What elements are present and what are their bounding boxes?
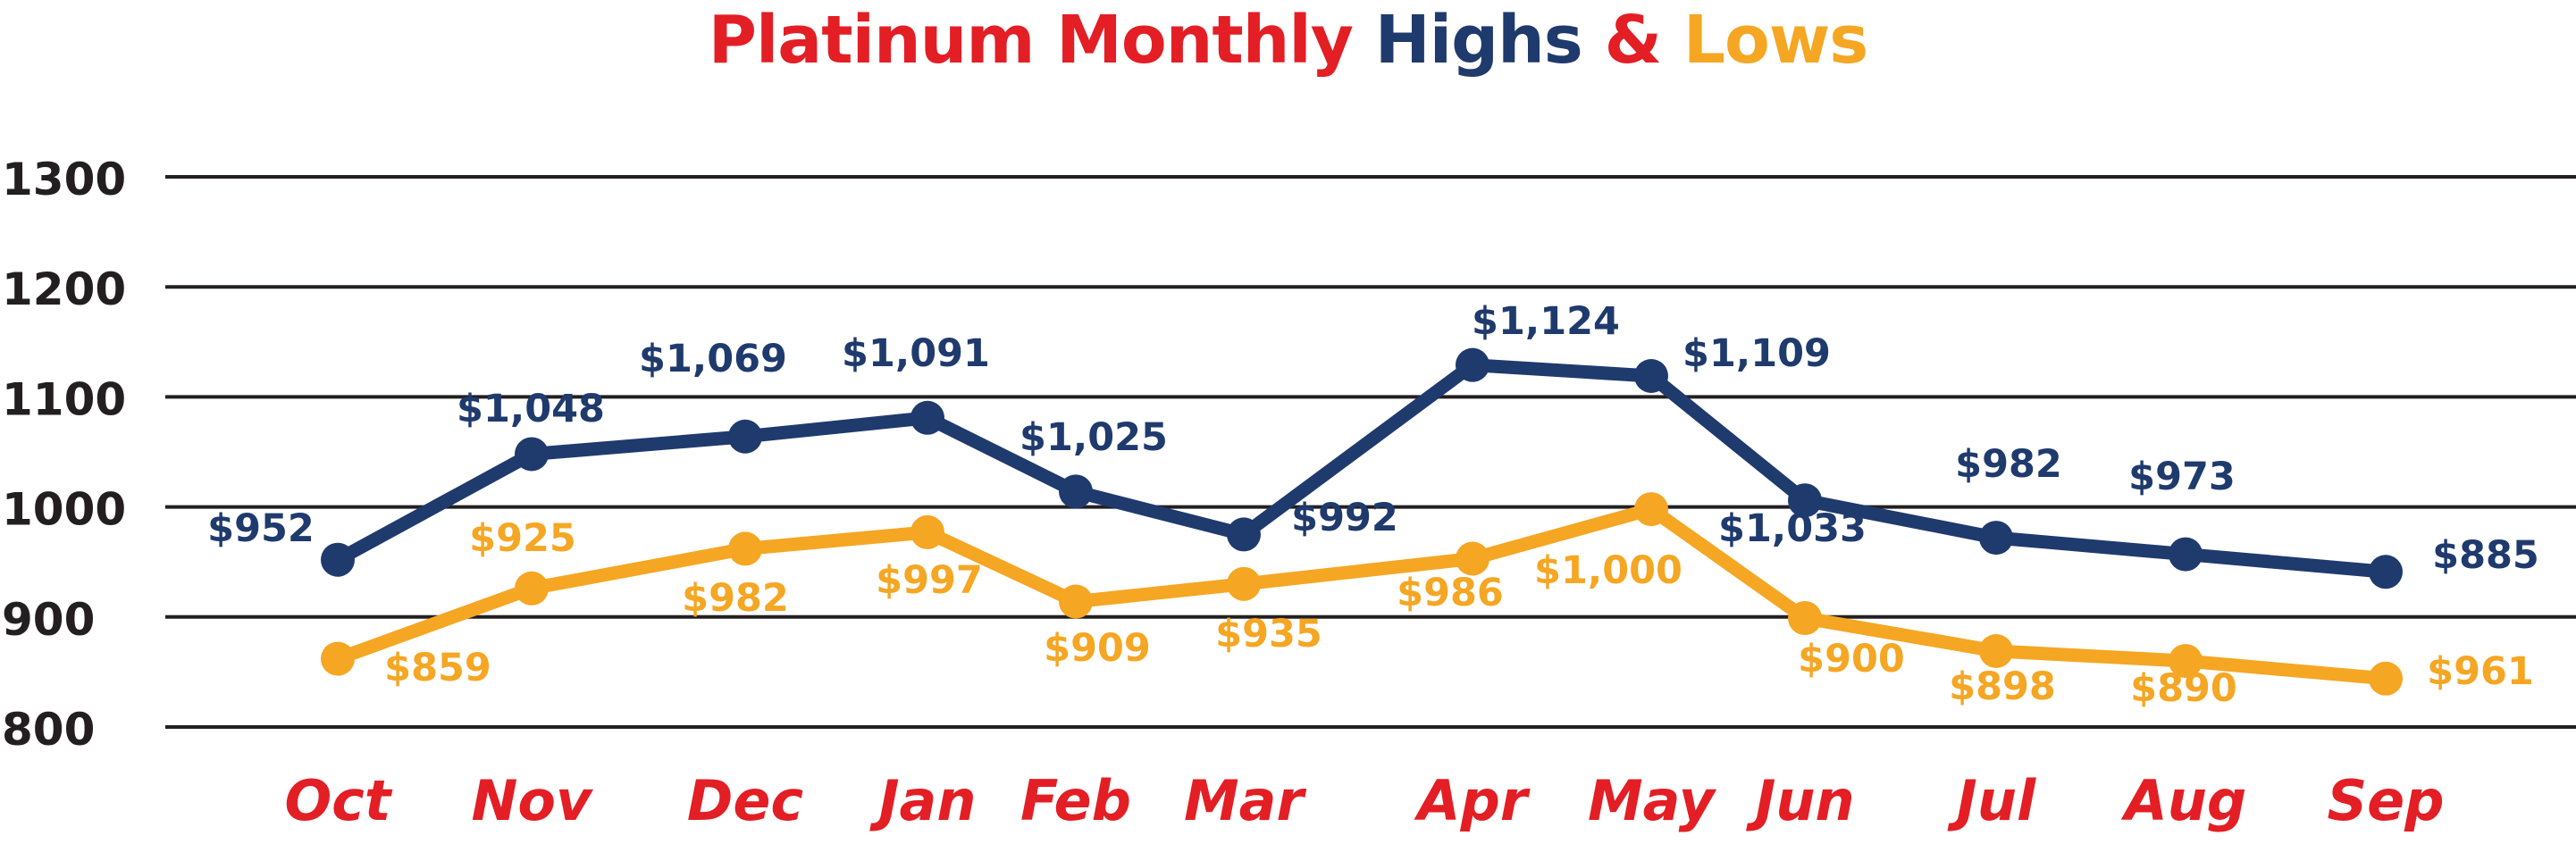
x-tick-label: Apr: [1414, 768, 1531, 833]
data-label-highs: $885: [2432, 533, 2539, 578]
y-tick-label: 800: [2, 704, 95, 756]
data-label-lows: $982: [682, 576, 789, 621]
x-tick-label: Jul: [1947, 768, 2036, 833]
data-label-lows: $935: [1215, 612, 1322, 656]
data-point-lows: [1227, 566, 1261, 601]
data-point-lows: [728, 531, 762, 566]
data-label-highs: $952: [207, 506, 315, 551]
data-point-lows: [321, 641, 355, 676]
x-tick-label: Jun: [1745, 768, 1854, 833]
data-label-lows: $986: [1397, 571, 1504, 615]
data-point-lows: [1456, 541, 1489, 576]
data-label-highs: $1,069: [639, 337, 787, 381]
data-point-highs: [1059, 474, 1093, 509]
data-point-highs: [1227, 517, 1261, 552]
title-part-highs: Highs: [1374, 2, 1583, 79]
data-point-lows: [910, 514, 944, 549]
data-point-highs: [2369, 555, 2403, 589]
data-label-lows: $900: [1798, 637, 1905, 681]
data-label-highs: $1,048: [457, 387, 605, 431]
data-point-lows: [515, 571, 549, 606]
title-part-ampersand: &: [1604, 2, 1663, 79]
y-tick-label: 1200: [2, 263, 126, 315]
data-point-lows: [1059, 584, 1093, 619]
data-label-highs: $1,025: [1019, 415, 1168, 460]
data-label-highs: $973: [2128, 455, 2236, 499]
data-point-highs: [515, 437, 549, 472]
x-tick-label: Sep: [2327, 768, 2444, 833]
x-tick-label: Feb: [1020, 768, 1131, 833]
x-tick-label: May: [1588, 768, 1717, 833]
data-point-lows: [1634, 492, 1668, 527]
chart-title: Platinum Monthly Highs & Lows: [0, 0, 2576, 80]
data-point-highs: [1634, 358, 1668, 393]
data-label-lows: $890: [2130, 666, 2237, 711]
y-tick-label: 1000: [2, 484, 126, 536]
data-point-lows: [1788, 601, 1822, 636]
data-label-highs: $1,109: [1682, 331, 1831, 376]
data-label-lows: $898: [1949, 664, 2056, 709]
data-label-highs: $1,091: [842, 331, 990, 376]
series-line-lows: [331, 502, 2393, 686]
data-label-highs: $1,124: [1472, 299, 1620, 344]
x-tick-label: Nov: [472, 768, 594, 833]
data-point-lows: [1979, 633, 2013, 668]
data-label-highs: $1,033: [1718, 506, 1867, 551]
data-point-highs: [1788, 483, 1822, 518]
data-point-highs: [1979, 521, 2013, 556]
data-label-lows: $997: [876, 558, 983, 603]
data-label-highs: $982: [1955, 442, 2062, 487]
data-label-lows: $961: [2427, 649, 2534, 694]
data-label-lows: $1,000: [1534, 548, 1682, 593]
x-tick-label: Dec: [687, 768, 804, 833]
title-part-platinum-monthly: Platinum Monthly: [708, 2, 1354, 79]
x-tick-label: Jan: [868, 768, 976, 833]
data-point-highs: [1456, 347, 1489, 382]
data-point-highs: [728, 419, 762, 454]
data-label-highs: $992: [1291, 496, 1398, 540]
data-point-highs: [2169, 537, 2203, 572]
series-line-highs: [331, 358, 2393, 579]
data-point-highs: [321, 542, 355, 577]
x-tick-label: Aug: [2120, 768, 2247, 833]
data-point-lows: [2169, 644, 2203, 679]
y-tick-label: 1300: [2, 154, 126, 205]
y-tick-label: 1100: [2, 373, 126, 425]
data-point-highs: [910, 400, 944, 435]
data-label-lows: $925: [469, 516, 576, 561]
x-tick-label: Mar: [1184, 768, 1307, 833]
title-part-lows: Lows: [1682, 2, 1868, 79]
data-label-lows: $859: [384, 646, 491, 690]
y-tick-label: 900: [2, 594, 95, 646]
data-label-lows: $909: [1044, 626, 1151, 671]
x-tick-label: Oct: [284, 768, 392, 833]
data-point-lows: [2369, 661, 2403, 696]
